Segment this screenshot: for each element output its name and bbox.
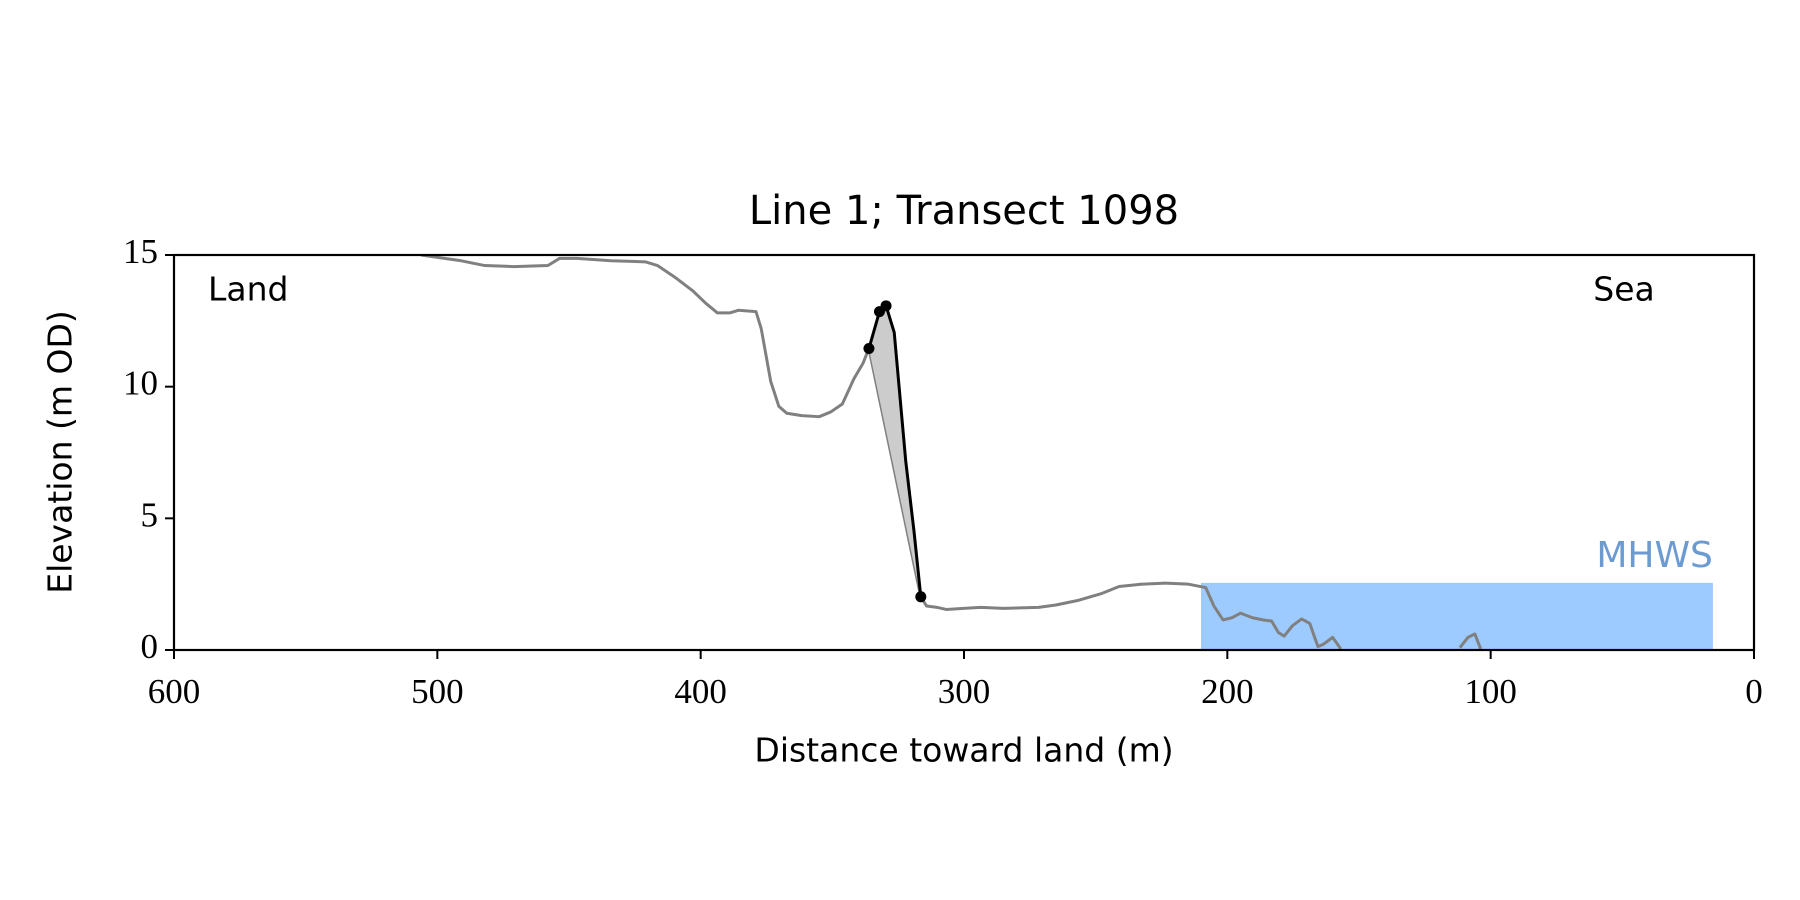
- point: [915, 591, 927, 603]
- x-tick-label: 500: [411, 672, 464, 711]
- mhws-area: [1201, 582, 1713, 650]
- x-tick-label: 600: [148, 672, 201, 711]
- y-tick-label: 15: [123, 232, 158, 271]
- y-axis-label: Elevation (m OD): [41, 310, 80, 594]
- mhws-label: MHWS: [1596, 535, 1713, 576]
- point: [880, 300, 892, 312]
- x-tick-label: 300: [938, 672, 991, 711]
- y-tick-label: 5: [141, 495, 159, 534]
- y-tick-label: 0: [141, 627, 159, 666]
- annotation: Sea: [1593, 270, 1654, 309]
- point: [863, 342, 875, 354]
- profile-line: [420, 255, 1343, 650]
- x-tick-label: 200: [1201, 672, 1254, 711]
- retreat-area: [868, 305, 921, 597]
- profile-line: [1458, 632, 1483, 650]
- chart-title: Line 1; Transect 1098: [749, 188, 1179, 234]
- x-tick-label: 100: [1464, 672, 1517, 711]
- y-tick-label: 10: [123, 364, 158, 403]
- x-tick-label: 0: [1745, 672, 1763, 711]
- plot-area: [420, 255, 1713, 650]
- x-axis-label: Distance toward land (m): [754, 731, 1173, 770]
- annotation: Land: [208, 270, 288, 309]
- x-tick-label: 400: [674, 672, 727, 711]
